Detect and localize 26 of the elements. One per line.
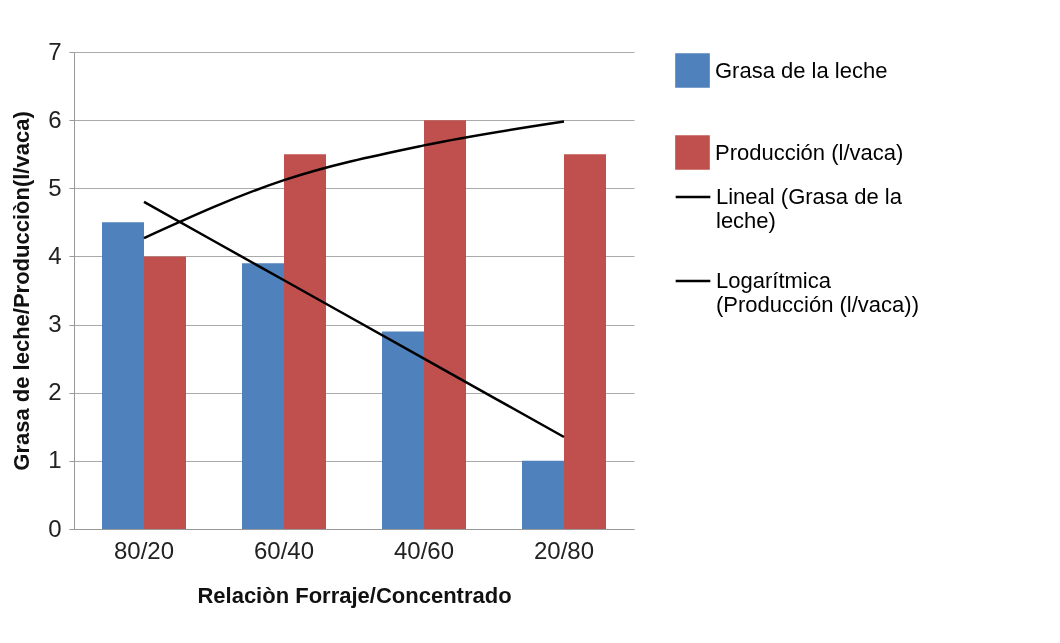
x-axis-title: Relaciòn Forraje/Concentrado	[197, 582, 512, 608]
legend-label: Grasa de la leche	[715, 57, 888, 83]
y-tick-label: 7	[48, 37, 62, 65]
bar	[242, 263, 284, 529]
legend-label: Lineal (Grasa de la leche)	[716, 184, 903, 233]
bar	[102, 222, 144, 529]
bar	[144, 256, 186, 529]
legend-label: Logarítmica (Producción (l/vaca))	[716, 268, 919, 317]
bar	[382, 331, 424, 529]
y-tick-label: 2	[48, 378, 62, 406]
y-tick-label: 5	[48, 173, 62, 201]
x-tick-label: 20/80	[533, 536, 595, 564]
bar	[424, 120, 466, 529]
y-tick-label: 3	[48, 310, 62, 338]
x-tick-label: 40/60	[393, 536, 455, 564]
x-tick-label: 60/40	[253, 536, 315, 564]
y-tick-label: 1	[48, 446, 62, 474]
bar	[522, 460, 564, 529]
y-axis-title: Grasa de leche/Producciòn(l/vaca)	[9, 111, 35, 471]
y-tick-label: 0	[48, 514, 62, 542]
bar	[564, 154, 606, 529]
y-tick-label: 4	[48, 241, 62, 269]
legend-label: Producción (l/vaca)	[715, 139, 904, 165]
bar	[284, 154, 326, 529]
x-tick-label: 80/20	[113, 536, 175, 564]
y-tick-label: 6	[48, 105, 62, 133]
